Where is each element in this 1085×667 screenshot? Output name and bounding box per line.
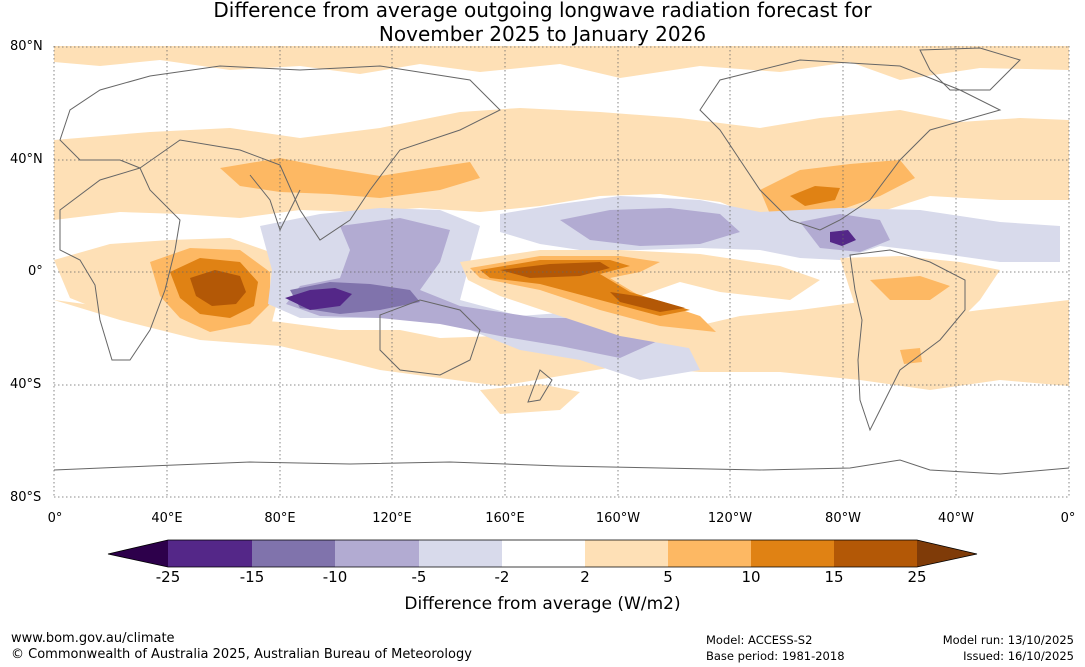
title-line-2: November 2025 to January 2026 <box>378 22 707 46</box>
negative-anomaly-indonesia-core <box>285 288 352 310</box>
lon-label-120e: 120°E <box>372 511 412 526</box>
coastline-south-america <box>849 249 966 432</box>
colorbar-segment-8 <box>751 540 834 567</box>
colorbar-tick-label: 5 <box>663 568 673 586</box>
negative-anomaly-maritime-continent-mid <box>286 218 660 358</box>
lon-label-80e: 80°E <box>264 511 296 526</box>
positive-anomaly-north-band <box>54 46 1069 80</box>
positive-anomaly-south-america-mid <box>870 276 950 364</box>
anomaly-fields <box>54 46 1069 414</box>
colorbar-tick-label: 2 <box>580 568 590 586</box>
colorbar-tick-label: -10 <box>322 568 348 586</box>
colorbar-segment-1 <box>168 540 252 567</box>
coastline-new-zealand <box>527 369 553 403</box>
lon-label-160w: 160°W <box>595 511 641 526</box>
coastline-north-america <box>699 59 1002 231</box>
title-line-1: Difference from average outgoing longwav… <box>213 0 872 22</box>
colorbar-extend-high <box>917 540 977 567</box>
lat-label-80n: 80°N <box>10 39 43 54</box>
colorbar-segment-2 <box>252 540 335 567</box>
coastline-africa <box>59 167 181 361</box>
footer-model: Model: ACCESS-S2 <box>706 633 813 647</box>
colorbar-tick-label: -2 <box>494 568 510 586</box>
coastlines <box>53 47 1070 475</box>
colorbar-segment-5 <box>502 540 585 567</box>
map-gridlines <box>53 46 1070 498</box>
colorbar-extend-low <box>108 540 168 567</box>
colorbar-segment-7 <box>668 540 751 567</box>
footer-url[interactable]: www.bom.gov.au/climate <box>11 631 175 646</box>
lon-label-40e: 40°E <box>151 511 183 526</box>
positive-anomaly-indian-ocean-core <box>190 270 246 306</box>
colorbar-tick-label: -5 <box>411 568 427 586</box>
colorbar-tick-label: 15 <box>824 568 844 586</box>
colorbar-outline <box>107 539 978 568</box>
coastline-india <box>249 174 301 232</box>
lat-label-80s: 80°S <box>10 490 42 505</box>
colorbar-tick-label: 25 <box>907 568 927 586</box>
coastline-eurasia <box>59 65 501 241</box>
coastline-antarctica <box>53 459 1070 475</box>
positive-anomaly-north-america-core <box>790 186 840 206</box>
negative-anomaly-north-pacific-mid <box>560 208 740 246</box>
colorbar-title: Difference from average (W/m2) <box>404 594 681 614</box>
footer-issued: Issued: 16/10/2025 <box>963 649 1074 663</box>
colorbar-segment-3 <box>335 540 419 567</box>
lon-label-160e: 160°E <box>485 511 525 526</box>
lat-label-equator: 0° <box>28 264 43 279</box>
footer-model-run: Model run: 13/10/2025 <box>942 633 1074 647</box>
lon-label-120w: 120°W <box>707 511 753 526</box>
lon-label-80w: 80°W <box>825 511 861 526</box>
coastline-australia <box>379 299 481 376</box>
colorbar-tick-label: 10 <box>741 568 761 586</box>
lat-label-40s: 40°S <box>10 377 42 392</box>
colorbar-segment-4 <box>419 540 502 567</box>
coastline-greenland <box>919 47 1021 91</box>
colorbar-segment-6 <box>585 540 668 567</box>
positive-anomaly-pacific-tongue-core <box>500 262 685 312</box>
colorbar-tick-label: -25 <box>155 568 181 586</box>
lon-label-40w: 40°W <box>938 511 974 526</box>
lon-label-0-right: 0° <box>1060 511 1076 526</box>
colorbar-segment-9 <box>834 540 917 567</box>
positive-anomaly-east-asia <box>220 158 480 198</box>
colorbar-tick-label: -15 <box>239 568 265 586</box>
lat-label-40n: 40°N <box>10 152 43 167</box>
footer-base-period: Base period: 1981-2018 <box>706 649 845 663</box>
footer-copyright: © Commonwealth of Australia 2025, Austra… <box>11 647 472 662</box>
lon-label-0-left: 0° <box>47 511 63 526</box>
chart-title: Difference from average outgoing longwav… <box>0 0 1085 46</box>
